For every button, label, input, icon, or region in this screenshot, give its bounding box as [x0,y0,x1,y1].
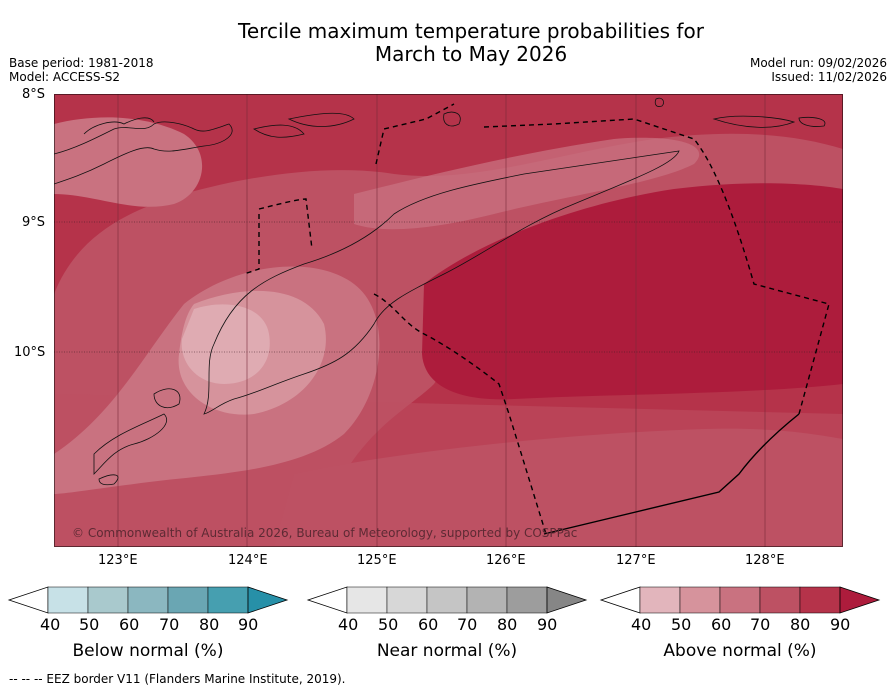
eez-border [243,103,830,535]
legend-arrow-right [247,586,289,614]
contour-70-c [274,428,843,547]
legend-above-tick: 90 [830,615,851,634]
legend-below-tick: 40 [40,615,61,634]
legend-above-label: Above normal (%) [663,641,817,661]
legend-below-tick: 80 [199,615,220,634]
legend-swatch [799,586,841,614]
legend-arrow-left [599,586,641,614]
lon-label-127e: 127°E [616,553,656,568]
legend-below-tick: 90 [238,615,259,634]
contour-90 [422,183,843,400]
legend-swatch [466,586,508,614]
lon-label-126e: 126°E [486,553,526,568]
legend-swatch [207,586,249,614]
legend-colorbars [7,586,881,614]
probability-map [54,94,843,547]
legend-near-tick: 90 [537,615,558,634]
legend-swatch [759,586,801,614]
legend-swatch [167,586,209,614]
legend-swatch [506,586,548,614]
legend-near-label: Near normal (%) [376,641,518,661]
legend-above-normal [599,586,881,614]
legend-near-tick: 70 [457,615,478,634]
legend-below-tick: 50 [79,615,100,634]
legend-below-normal [7,586,289,614]
lat-label-9s: 9°S [22,215,46,230]
lon-label-125e: 125°E [357,553,397,568]
legend-swatch [639,586,681,614]
legend-near-tick: 60 [418,615,439,634]
meta-left: Base period: 1981-2018 Model: ACCESS-S2 [9,56,154,84]
model-name: Model: ACCESS-S2 [9,70,121,84]
legend-below-tick: 60 [119,615,140,634]
lat-label-10s: 10°S [14,345,46,360]
legend-near-normal [306,586,588,614]
legend-arrow-left [306,586,348,614]
legend-below-label: Below normal (%) [72,641,224,661]
legend-near-tick: 40 [338,615,359,634]
lon-label-124e: 124°E [228,553,268,568]
lon-label-123e: 123°E [98,553,138,568]
eez-footnote: -- -- -- EEZ border V11 (Flanders Marine… [9,672,346,686]
lon-label-128e: 128°E [745,553,785,568]
legend-above-tick: 60 [711,615,732,634]
copyright: © Commonwealth of Australia 2026, Bureau… [72,526,578,540]
lon-gridlines [117,94,766,547]
legend-swatch [426,586,468,614]
legend-swatch [386,586,428,614]
legend-near-tick: 80 [497,615,518,634]
legend-below-tick: 70 [159,615,180,634]
meta-right: Model run: 09/02/2026 Issued: 11/02/2026 [750,56,887,84]
legend-above-tick: 40 [631,615,652,634]
legend-arrow-left [7,586,49,614]
legend-swatch [87,586,129,614]
legend-swatch [47,586,89,614]
map-title: Tercile maximum temperature probabilitie… [0,20,896,66]
eez-border-solid [543,413,800,535]
lat-label-8s: 8°S [22,87,46,102]
legend-near-tick: 50 [378,615,399,634]
lat-gridlines [54,221,843,353]
contour-40 [181,304,270,384]
model-run: Model run: 09/02/2026 [749,56,887,70]
title-line-2: March to May 2026 [374,42,568,66]
legend-above-tick: 80 [790,615,811,634]
legend-arrow-right [546,586,588,614]
legend-swatch [719,586,761,614]
legend-above-tick: 50 [671,615,692,634]
legend-arrow-right [839,586,881,614]
legend-swatch [679,586,721,614]
legend-swatch [127,586,169,614]
title-line-1: Tercile maximum temperature probabilitie… [238,19,704,43]
legend-above-tick: 70 [750,615,771,634]
issued-date: Issued: 11/02/2026 [771,70,887,84]
base-period: Base period: 1981-2018 [9,56,154,70]
coastlines [54,97,826,486]
legend-swatch [346,586,388,614]
